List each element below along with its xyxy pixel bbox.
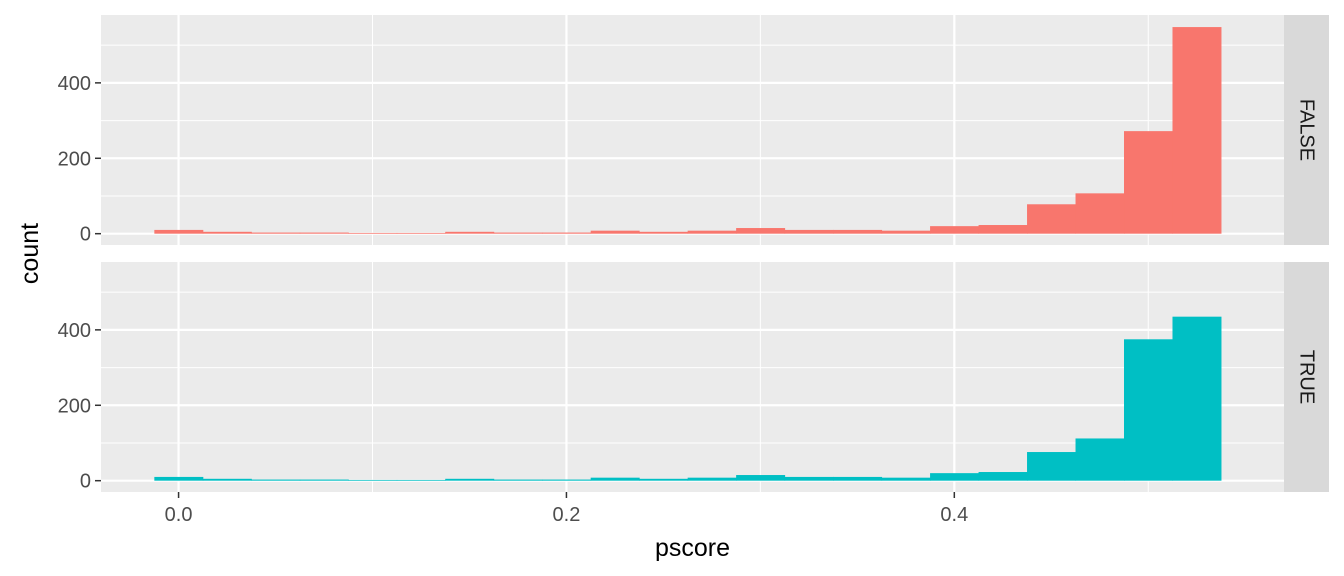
histogram-bar	[251, 479, 301, 481]
y-tick-label: 400	[58, 320, 91, 342]
panel-true: 0 200 400 TRUE	[58, 262, 1329, 493]
histogram-bar	[639, 231, 689, 234]
histogram-bar	[1027, 204, 1077, 234]
histogram-bar	[590, 477, 640, 481]
histogram-bar	[1172, 316, 1222, 481]
x-axis-title: pscore	[655, 534, 730, 562]
histogram-bar	[251, 232, 301, 234]
histogram-bar	[1027, 452, 1077, 481]
histogram-bar	[396, 232, 446, 234]
histogram-bar	[154, 229, 204, 234]
histogram-bar	[348, 232, 398, 234]
histogram-bar	[978, 225, 1028, 234]
histogram-bar	[930, 226, 980, 234]
x-tick-label: 0.4	[940, 504, 968, 526]
histogram-bar	[299, 232, 349, 234]
histogram-bar	[881, 230, 931, 234]
histogram-bar	[1075, 193, 1125, 234]
histogram-bar	[784, 476, 834, 481]
histogram-bar	[445, 231, 495, 234]
histogram-bar	[736, 228, 786, 234]
histogram-bar	[978, 472, 1028, 481]
histogram-bar	[299, 479, 349, 481]
histogram-bar	[493, 479, 543, 481]
histogram-bar	[1172, 27, 1222, 234]
histogram-bar	[590, 230, 640, 234]
facet-strip-label: TRUE	[1296, 350, 1318, 404]
panels: 0 200 400 FALSE 0 200 400 TRUE	[58, 15, 1329, 493]
histogram-bar	[1124, 131, 1173, 234]
histogram-bar	[930, 473, 980, 481]
y-tick-label: 0	[80, 224, 91, 246]
histogram-bar	[833, 229, 883, 234]
facet-strip-label: FALSE	[1296, 99, 1318, 161]
y-tick-label: 0	[80, 471, 91, 493]
y-tick-label: 200	[58, 148, 91, 170]
histogram-bar	[396, 479, 446, 481]
histogram-bar	[1124, 339, 1173, 481]
y-tick-label: 400	[58, 73, 91, 95]
histogram-bar	[348, 479, 398, 481]
x-tick-label: 0.2	[553, 504, 581, 526]
histogram-bar	[1075, 438, 1125, 481]
panel-false: 0 200 400 FALSE	[58, 15, 1329, 246]
x-tick-label: 0.0	[165, 504, 193, 526]
y-axis-title: count	[16, 223, 44, 284]
histogram-bar	[154, 476, 204, 481]
histogram-bar	[542, 232, 592, 234]
histogram-bar	[687, 230, 737, 234]
histogram-bar	[687, 477, 737, 481]
facet-strip	[1284, 262, 1329, 492]
histogram-bar	[202, 478, 252, 481]
histogram-bar	[639, 478, 689, 481]
histogram-bar	[542, 479, 592, 481]
facet-strip	[1284, 15, 1329, 245]
histogram-bar	[784, 229, 834, 234]
histogram-bar	[493, 232, 543, 234]
histogram-bar	[736, 475, 786, 481]
y-tick-label: 200	[58, 395, 91, 417]
histogram-bar	[445, 478, 495, 481]
histogram-bar	[202, 231, 252, 234]
x-axis: 0.0 0.2 0.4	[165, 492, 968, 526]
histogram-bar	[881, 477, 931, 481]
histogram-bar	[833, 476, 883, 481]
